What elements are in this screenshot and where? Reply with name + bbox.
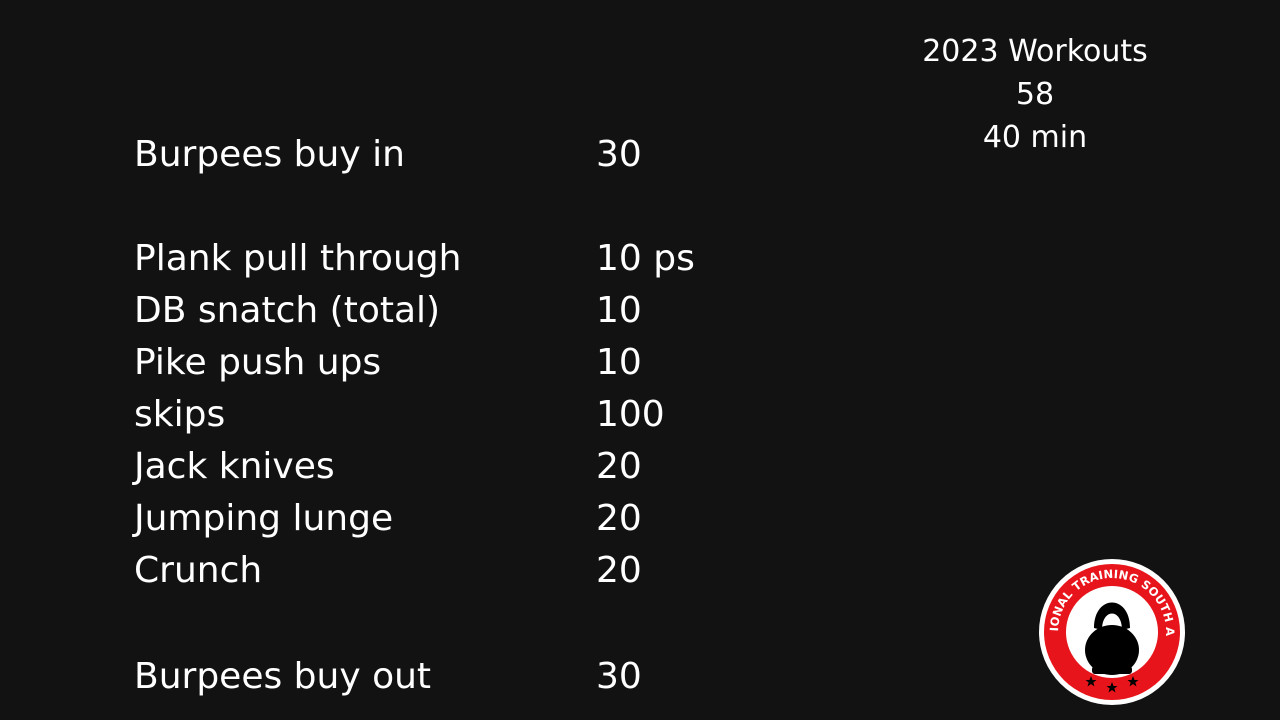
exercise-reps: 30 <box>596 656 642 697</box>
exercise-row: skips 100 <box>0 394 900 446</box>
workout-number: 58 <box>1015 77 1055 112</box>
exercise-row: Burpees buy in 30 <box>0 134 900 186</box>
exercise-name: Pike push ups <box>134 342 382 383</box>
functional-training-logo: FUNCTIONAL TRAINING SOUTH AFRICA <box>1033 547 1186 706</box>
exercise-row: Jack knives 20 <box>0 446 900 498</box>
workout-header: 2023 Workouts 58 40 min <box>880 30 1190 159</box>
workout-duration: 40 min <box>982 120 1088 155</box>
exercise-row: Plank pull through 10 ps <box>0 238 900 290</box>
exercise-row: Burpees buy out 30 <box>0 656 900 708</box>
exercise-reps: 30 <box>596 134 642 175</box>
logo-badge: FUNCTIONAL TRAINING SOUTH AFRICA <box>1033 547 1185 705</box>
exercise-reps: 10 <box>596 290 642 331</box>
exercise-name: Jack knives <box>134 446 335 487</box>
exercise-name: Plank pull through <box>134 238 462 279</box>
exercise-reps: 20 <box>596 498 642 539</box>
kettlebell-icon <box>1085 602 1139 675</box>
exercise-name: Burpees buy in <box>134 134 405 175</box>
logo-stars <box>1085 676 1139 693</box>
exercise-row: Crunch 20 <box>0 550 900 602</box>
exercise-reps: 20 <box>596 446 642 487</box>
exercise-name: Crunch <box>134 550 263 591</box>
exercise-reps: 100 <box>596 394 665 435</box>
exercise-reps: 10 ps <box>596 238 695 279</box>
exercise-name: Jumping lunge <box>134 498 394 539</box>
exercise-name: DB snatch (total) <box>134 290 441 331</box>
exercise-reps: 10 <box>596 342 642 383</box>
exercise-row: Jumping lunge 20 <box>0 498 900 550</box>
exercise-name: skips <box>134 394 226 435</box>
exercise-row: Pike push ups 10 <box>0 342 900 394</box>
exercise-row: DB snatch (total) 10 <box>0 290 900 342</box>
workout-title: 2023 Workouts <box>922 34 1148 69</box>
exercise-name: Burpees buy out <box>134 656 432 697</box>
exercise-reps: 20 <box>596 550 642 591</box>
